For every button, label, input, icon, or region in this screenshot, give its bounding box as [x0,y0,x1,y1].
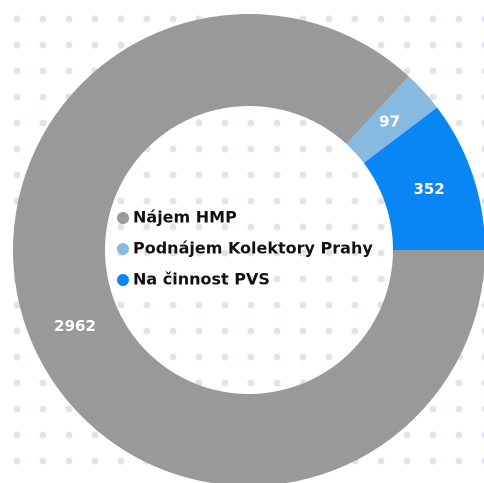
legend-label: Nájem HMP [133,208,237,227]
data-label: 97 [379,113,400,131]
legend-marker [117,212,129,224]
donut-segment [346,76,438,164]
legend-label: Na činnost PVS [133,270,270,289]
legend-marker [117,243,129,255]
data-label: 352 [413,180,444,198]
legend-marker [117,274,129,286]
legend-label: Podnájem Kolektory Prahy [133,239,373,258]
donut-segment [13,14,484,483]
donut-segment [363,107,484,250]
data-label: 2962 [54,317,96,335]
